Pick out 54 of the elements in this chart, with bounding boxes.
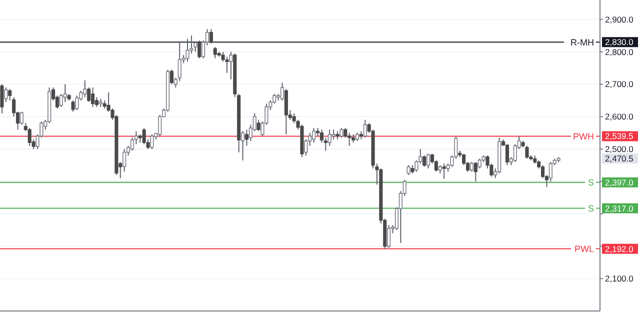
candlestick xyxy=(505,144,510,166)
text: 2,397.0 xyxy=(605,177,634,188)
text: 2,539.5 xyxy=(605,131,634,142)
candlestick xyxy=(344,127,348,138)
candlestick xyxy=(340,127,344,138)
candlestick xyxy=(470,161,474,172)
candlestick xyxy=(90,86,95,108)
candlestick xyxy=(426,153,430,169)
y-tick-label: 2,800.0 xyxy=(605,46,634,57)
candlestick xyxy=(71,100,75,112)
text: 2,470.5 xyxy=(605,154,634,164)
y-tick-label: 2,900.0 xyxy=(605,14,634,24)
candlestick xyxy=(474,161,478,182)
candlestick xyxy=(150,134,154,150)
candlestick xyxy=(178,42,182,82)
candlestick xyxy=(332,129,336,140)
candlestick xyxy=(387,224,391,248)
candlestick xyxy=(170,69,174,85)
ref-line-label: PWL xyxy=(574,244,594,254)
ref-line-label: S xyxy=(588,203,594,214)
candlestick xyxy=(548,161,552,182)
y-tick-label: 2,500.0 xyxy=(605,144,634,154)
candlestick xyxy=(442,163,446,180)
candlestick xyxy=(304,138,308,156)
text: 2,192.0 xyxy=(605,244,634,254)
candlestick xyxy=(348,132,352,146)
text: 2,317.0 xyxy=(605,203,634,214)
y-tick-label: 2,600.0 xyxy=(605,112,634,122)
candlestick xyxy=(198,40,202,59)
candlestick xyxy=(28,127,32,146)
candlestick xyxy=(256,119,260,132)
candlestick xyxy=(312,127,316,144)
candlestick xyxy=(414,160,418,172)
candlestick xyxy=(525,145,529,160)
candlestick xyxy=(213,46,217,59)
candlestick xyxy=(0,84,4,114)
text: 2,830.0 xyxy=(605,37,634,48)
candlestick xyxy=(328,129,332,146)
candlestick xyxy=(229,51,233,80)
candlestick xyxy=(209,28,213,44)
candlestick xyxy=(4,86,8,103)
candlestick xyxy=(363,119,367,138)
candlestick xyxy=(63,84,67,103)
candlestick xyxy=(186,38,190,62)
ref-line-label: S xyxy=(588,178,594,188)
candlestick xyxy=(142,127,146,145)
candlestick xyxy=(225,56,229,74)
ref-line-label: PWH xyxy=(573,131,594,142)
candlestick xyxy=(83,80,87,98)
ref-line-label: R-MH xyxy=(570,37,594,48)
candlestick xyxy=(406,164,410,176)
y-tick-label: 2,700.0 xyxy=(605,79,634,90)
y-tick-label: 2,100.0 xyxy=(605,274,634,284)
candlestick xyxy=(478,158,482,169)
